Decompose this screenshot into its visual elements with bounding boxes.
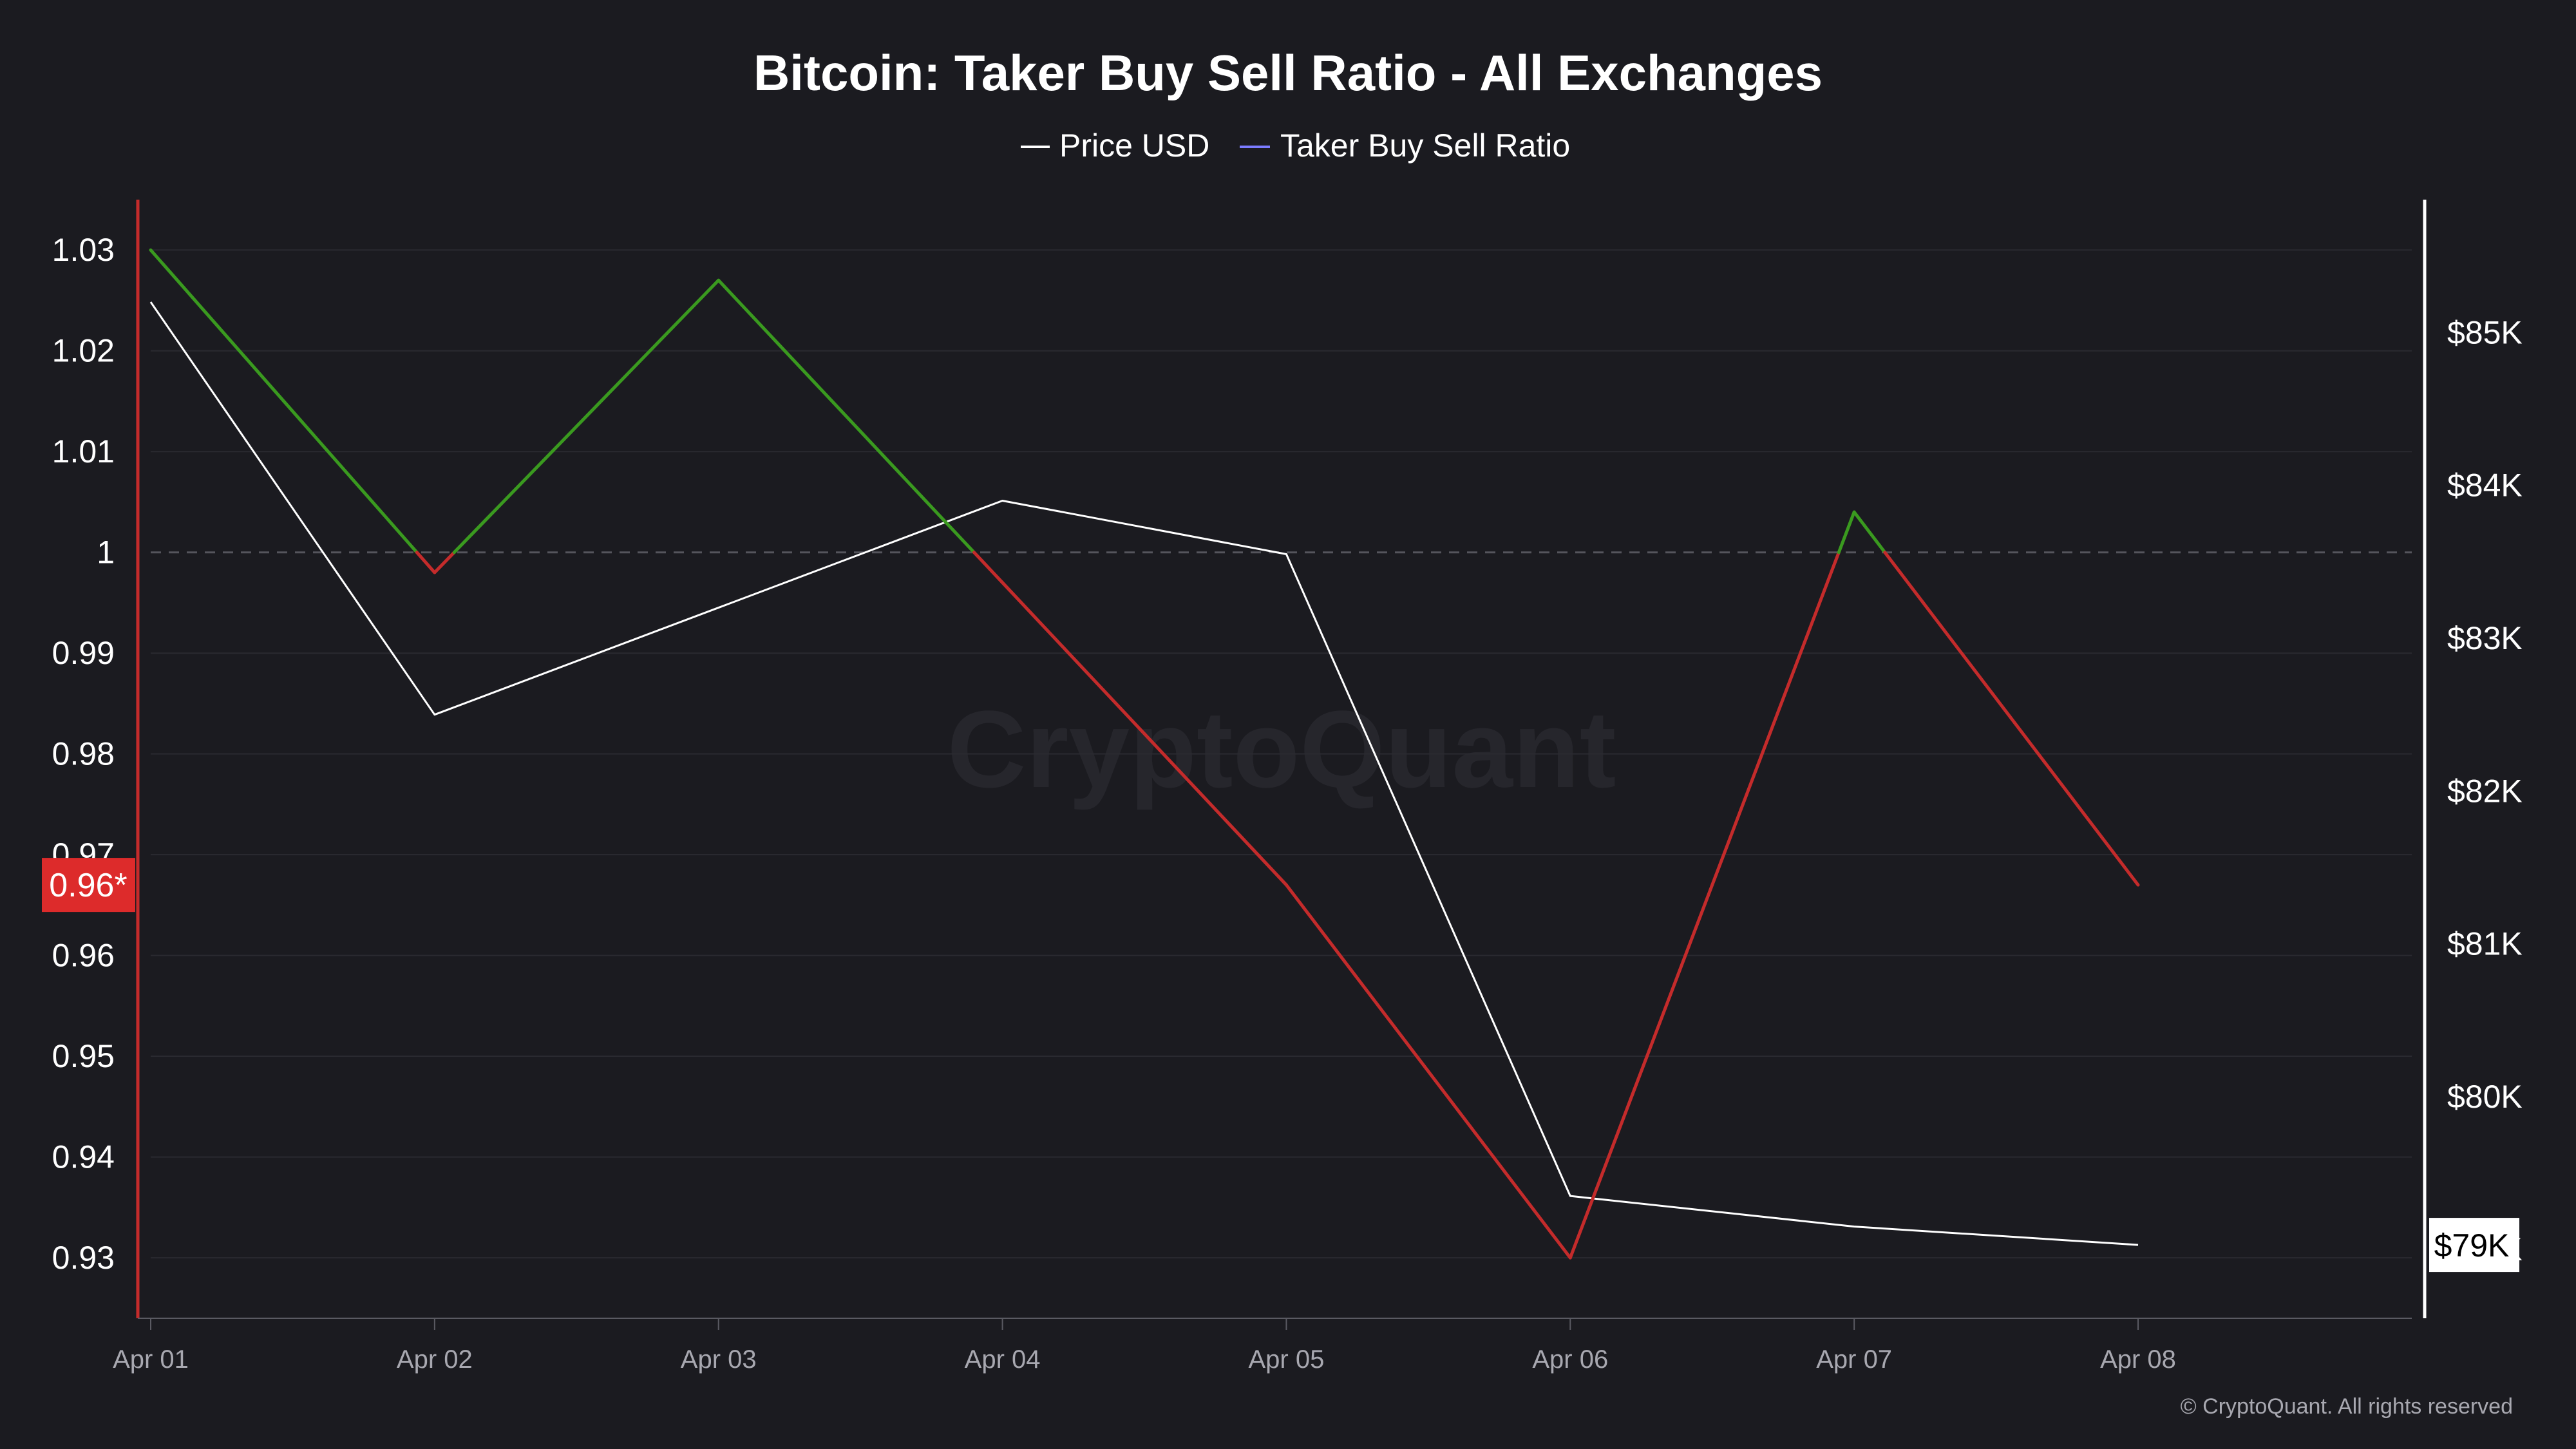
ratio-line-segment-below <box>433 551 456 574</box>
y-right-tick-label: $84K <box>2447 468 2523 504</box>
series <box>149 248 2140 1260</box>
x-tick-label: Apr 08 <box>2100 1345 2176 1374</box>
ratio-line-segment-above <box>1837 510 1856 554</box>
y-left-tick-label: 1.02 <box>52 333 115 369</box>
grid-lines <box>151 249 2412 1259</box>
right-value-badge-label: $79K <box>2434 1227 2510 1264</box>
left-value-badge-label: 0.96* <box>49 867 127 904</box>
axes <box>136 200 2427 1319</box>
y-right-tick-label: $85K <box>2447 314 2523 350</box>
legend-label-ratio: Taker Buy Sell Ratio <box>1280 128 1570 164</box>
legend: Price USD Taker Buy Sell Ratio <box>1021 128 1570 164</box>
ratio-line-segment-above <box>452 278 721 554</box>
ratio-line-segment-below <box>1001 581 1288 887</box>
chart-title: Bitcoin: Taker Buy Sell Ratio - All Exch… <box>753 44 1823 101</box>
y-right-tick-label: $83K <box>2447 620 2523 656</box>
y-left-tick-label: 1.03 <box>52 232 115 268</box>
y-left-tick-label: 0.98 <box>52 736 115 772</box>
y-left-tick-label: 0.94 <box>52 1139 115 1175</box>
y-right-tick-label: $80K <box>2447 1079 2523 1115</box>
y-left-tick-label: 0.96 <box>52 938 115 974</box>
ratio-line-segment-above <box>717 278 976 554</box>
x-axis-ticks: Apr 01 Apr 02 Apr 03 Apr 04 Apr 05 Apr 06 Apr … <box>113 1318 2176 1374</box>
y-left-tick-label: 1.01 <box>52 433 115 469</box>
ratio-line-segment-above <box>149 248 419 554</box>
ratio-line-segment-below <box>1284 883 1572 1260</box>
left-value-badge-bg <box>42 858 135 913</box>
x-tick-label: Apr 04 <box>965 1345 1041 1374</box>
y-right-tick-label: $81K <box>2447 926 2523 962</box>
y-left-tick-label: 0.95 <box>52 1038 115 1074</box>
y-left-tick-label: 0.99 <box>52 635 115 671</box>
copyright: © CryptoQuant. All rights reserved <box>2181 1394 2513 1419</box>
y-left-tick-label: 0.93 <box>52 1240 115 1276</box>
ratio-line-segment-above <box>1852 510 1887 554</box>
price-usd-line <box>149 301 2139 1246</box>
right-value-badge: $79K <box>2429 1218 2519 1273</box>
x-tick-label: Apr 06 <box>1532 1345 1608 1374</box>
x-tick-label: Apr 05 <box>1248 1345 1324 1374</box>
legend-label-price: Price USD <box>1059 128 1209 164</box>
ratio-line-segment-below <box>972 551 1005 585</box>
x-tick-label: Apr 03 <box>681 1345 757 1374</box>
y-right-tick-label: $82K <box>2447 773 2523 809</box>
x-tick-label: Apr 01 <box>113 1345 189 1374</box>
y-left-tick-label: 1 <box>97 535 115 571</box>
ratio-line-segment-below <box>1883 551 2140 887</box>
ratio-line-segment-below <box>415 551 437 574</box>
ratio-line-segment-below <box>1568 551 1841 1260</box>
left-value-badge: 0.96* <box>42 858 135 913</box>
x-tick-label: Apr 07 <box>1816 1345 1892 1374</box>
watermark: CryptoQuant <box>947 688 1616 811</box>
x-tick-label: Apr 02 <box>397 1345 473 1374</box>
right-value-badge-bg <box>2429 1218 2519 1273</box>
y-axis-left-ticks: 0.930.940.950.960.970.980.9911.011.021.0… <box>52 232 115 1276</box>
